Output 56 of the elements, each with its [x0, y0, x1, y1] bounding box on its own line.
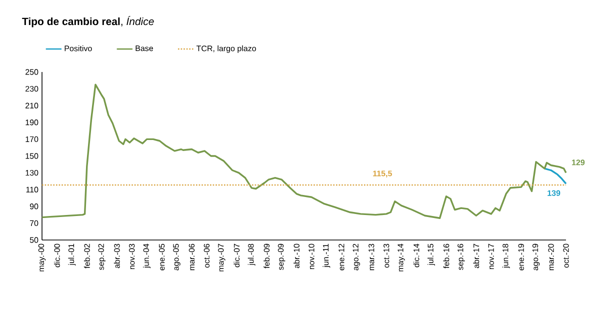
x-tick-label: dic.-14 [413, 244, 420, 268]
x-tick-label: oct.-13 [384, 244, 390, 268]
x-tick-label: may.-00 [38, 244, 46, 272]
x-tick-label: ene.-19 [518, 244, 524, 270]
x-tick-label: abr.-17 [473, 244, 480, 268]
x-tick-label: may.-14 [398, 244, 405, 272]
x-tick-label: jun.-11 [322, 244, 330, 268]
chart-title: Tipo de cambio real, Índice [22, 16, 154, 28]
x-tick-label: sep.-09 [278, 244, 286, 270]
x-tick-label: may.-07 [218, 244, 226, 272]
x-tick-label: dic.-00 [54, 244, 60, 268]
x-tick-label: jul.-01 [68, 244, 76, 266]
x-tick-label: mar.-13 [368, 244, 374, 270]
x-tick-label: sep.-02 [98, 244, 106, 270]
x-tick-label: nov.-10 [308, 244, 314, 270]
x-tick-label: nov.-03 [129, 244, 135, 270]
x-tick-label: ago.-12 [352, 244, 360, 270]
x-tick-label: oct.-20 [563, 244, 569, 268]
x-tick-label: nov.-17 [488, 244, 494, 270]
x-tick-label: mar.-06 [188, 244, 195, 270]
y-tick-label: 70 [30, 220, 38, 226]
x-tick-label: feb.-09 [264, 244, 270, 268]
annotation: 129 [572, 160, 585, 166]
y-tick-label: 90 [30, 204, 38, 210]
x-tick-label: feb.-16 [443, 244, 450, 268]
x-tick-label: jun.-18 [502, 244, 510, 268]
x-tick-label: ago.-19 [532, 244, 540, 270]
y-tick-label: 130 [26, 170, 38, 176]
x-tick-label: jul.-15 [428, 244, 435, 266]
y-tick-label: 190 [26, 120, 38, 126]
x-tick-label: jun.-04 [143, 244, 151, 268]
x-tick-label: jul.-08 [248, 244, 256, 266]
annotation: 139 [548, 190, 560, 196]
legend-label: TCR, largo plazo [196, 45, 256, 53]
x-tick-label: abr.-03 [114, 244, 120, 268]
y-tick-label: 110 [26, 186, 38, 192]
y-tick-label: 210 [26, 102, 38, 108]
y-tick-label: 150 [26, 153, 38, 159]
x-tick-label: ene.-05 [158, 244, 165, 270]
x-tick-label: ago.-05 [173, 244, 180, 270]
x-tick-label: feb.-02 [84, 244, 90, 268]
y-tick-label: 50 [30, 237, 38, 243]
annotation: 115,5 [373, 170, 392, 178]
x-tick-label: mar.-20 [548, 244, 554, 270]
legend-label: Base [136, 46, 153, 52]
x-tick-label: abr.-10 [294, 244, 300, 268]
legend-label: Positivo [64, 45, 92, 52]
x-tick-label: oct.-06 [204, 244, 210, 268]
y-tick-label: 250 [26, 69, 38, 75]
x-tick-label: ene.-12 [338, 244, 344, 270]
y-tick-label: 170 [26, 136, 38, 142]
x-tick-label: dic.-07 [234, 244, 240, 268]
line-series [544, 168, 567, 185]
y-tick-label: 230 [26, 86, 38, 92]
line-series [41, 84, 567, 219]
x-tick-label: sep.-16 [458, 244, 465, 270]
